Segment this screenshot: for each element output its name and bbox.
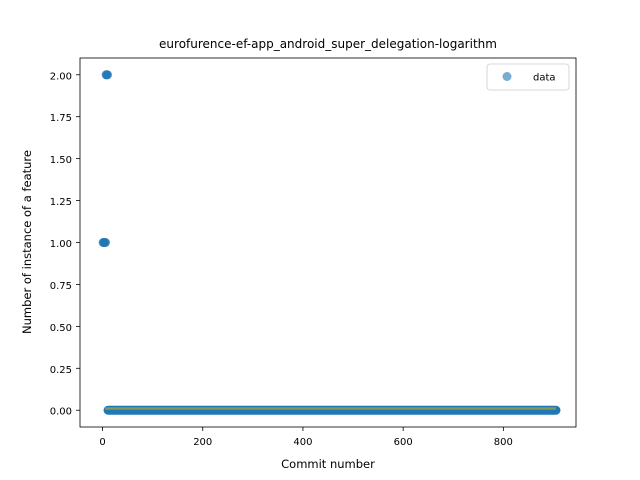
x-tick-label: 200 [193, 437, 212, 448]
chart-title: eurofurence-ef-app_android_super_delegat… [159, 37, 497, 51]
y-axis-label: Number of instance of a feature [20, 150, 34, 334]
x-tick-label: 600 [394, 437, 413, 448]
y-axis: 0.00 0.25 0.50 0.75 1.00 1.25 1.50 1.75 2.00 [50, 71, 80, 418]
y-tick-label: 1.00 [50, 239, 72, 250]
x-axis: 0 200 400 600 800 [99, 427, 513, 448]
plot-area [98, 70, 561, 415]
data-point [103, 70, 113, 80]
plot-frame [79, 57, 577, 428]
y-tick-label: 0.25 [50, 365, 72, 376]
data-point [101, 238, 111, 247]
legend: data [486, 63, 570, 91]
y-tick-label: 0.00 [50, 407, 72, 418]
y-tick-label: 2.00 [50, 71, 72, 82]
y-tick-label: 1.25 [50, 197, 72, 208]
legend-label-data: data [533, 73, 556, 84]
x-tick-label: 400 [293, 437, 312, 448]
y-tick-label: 1.50 [50, 155, 72, 166]
x-axis-label: Commit number [281, 457, 375, 471]
y-tick-label: 0.75 [50, 281, 72, 292]
y-tick-label: 0.50 [50, 323, 72, 334]
x-tick-label: 0 [99, 437, 105, 448]
legend-marker-data [502, 72, 512, 81]
x-tick-label: 800 [494, 437, 513, 448]
legend-box [486, 63, 570, 91]
y-tick-label: 1.75 [50, 113, 72, 124]
